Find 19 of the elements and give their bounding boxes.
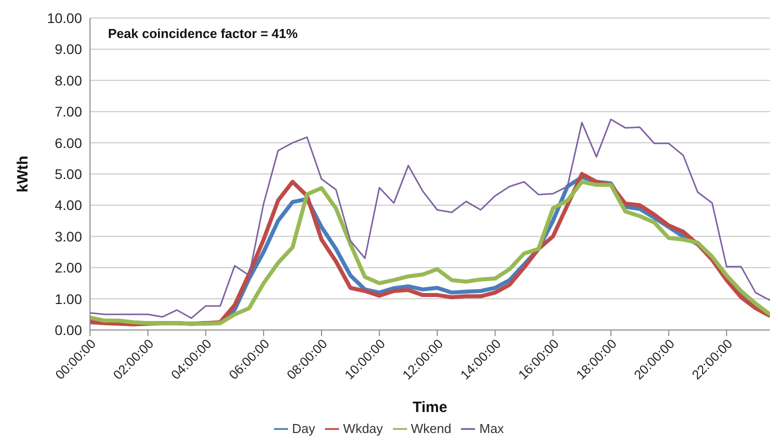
y-tick-label: 5.00	[54, 166, 82, 182]
y-tick-label: 4.00	[54, 197, 82, 214]
y-tick-label: 9.00	[54, 41, 82, 58]
legend-label: Day	[292, 421, 316, 436]
y-tick-label: 10.00	[46, 10, 82, 26]
y-tick-label: 3.00	[54, 228, 82, 244]
legend-label: Wkend	[410, 421, 452, 436]
annotation: Peak coincidence factor = 41%	[108, 26, 298, 41]
y-tick-label: 2.00	[54, 260, 82, 276]
y-tick-label: 0.00	[54, 322, 82, 338]
y-axis-title: kWth	[14, 156, 32, 192]
legend-label: Max	[479, 421, 504, 436]
y-tick-label: 8.00	[54, 72, 82, 88]
y-tick-label: 7.00	[54, 104, 82, 120]
y-tick-label: 1.00	[54, 290, 82, 307]
y-tick-label: 6.00	[54, 134, 82, 151]
x-axis-title: Time	[412, 399, 448, 416]
legend-label: Wkday	[343, 421, 383, 436]
line-series	[90, 118, 770, 319]
